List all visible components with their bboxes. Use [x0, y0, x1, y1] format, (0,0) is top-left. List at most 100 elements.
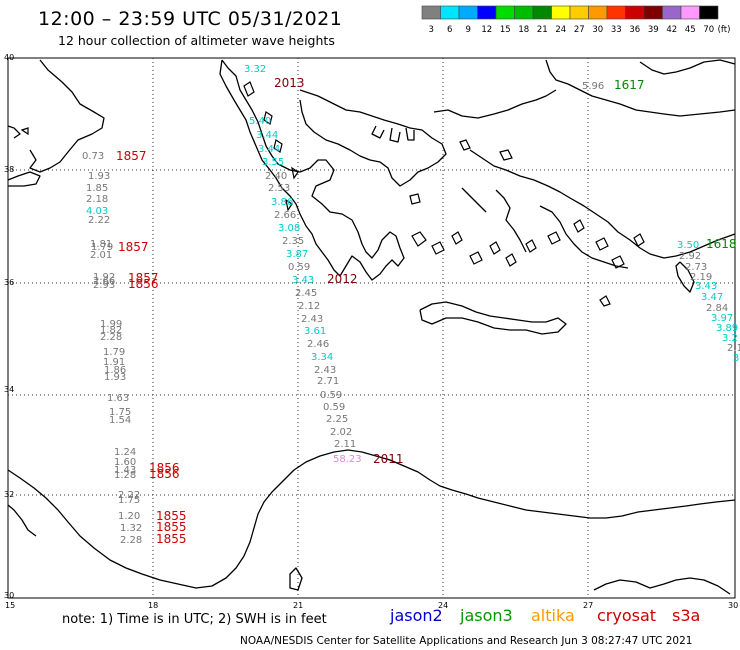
swh-value: 5.40 — [249, 116, 271, 127]
swh-value: 2.1 — [727, 343, 740, 354]
lat-label: 38 — [4, 165, 14, 174]
swh-value: 3.97 — [711, 313, 733, 324]
swh-value: 3.86 — [271, 197, 293, 208]
scale-swatch — [588, 5, 608, 20]
lon-label: 18 — [148, 601, 158, 610]
swh-value: 2.18 — [86, 194, 108, 205]
swh-value: 1.75 — [118, 495, 140, 506]
scale-label: (ft) — [718, 25, 731, 35]
swh-value: 1.32 — [120, 523, 142, 534]
swh-value: 3.44 — [256, 130, 278, 141]
swh-value: 4.03 — [86, 206, 108, 217]
scale-swatch — [440, 5, 460, 20]
swh-value: 1.93 — [88, 171, 110, 182]
scale-swatch — [625, 5, 645, 20]
lon-label: 15 — [5, 601, 15, 610]
footer-credit: NOAA/NESDIS Center for Satellite Applica… — [240, 635, 693, 647]
pass-time: 1617 — [614, 78, 645, 92]
pass-time: 2011 — [373, 452, 404, 466]
satellite-label-cryosat: cryosat — [597, 606, 657, 625]
swh-value: 3.43 — [695, 281, 717, 292]
scale-swatch — [551, 5, 571, 20]
pass-time: 1857 — [118, 240, 149, 254]
lon-label: 27 — [583, 601, 593, 610]
swh-value: 3.43 — [292, 275, 314, 286]
swh-value: 2.19 — [690, 272, 712, 283]
pass-time: 1855 — [156, 532, 187, 546]
pass-time: 1618 — [706, 237, 737, 251]
swh-value: 1.85 — [86, 183, 108, 194]
pass-time: 1856 — [149, 467, 180, 481]
scale-label: 9 — [466, 25, 471, 35]
lon-label: 24 — [438, 601, 448, 610]
swh-value: 3.32 — [244, 64, 266, 75]
swh-value: 2.53 — [268, 183, 290, 194]
swh-value: 1.93 — [104, 372, 126, 383]
swh-value: 2.73 — [685, 262, 707, 273]
lat-label: 34 — [4, 385, 14, 394]
swh-value: 3.34 — [311, 352, 333, 363]
swh-value: 1.92 — [93, 272, 115, 283]
pass-time: 1856 — [128, 277, 159, 291]
swh-value: 1.28 — [114, 470, 136, 481]
lat-label: 30 — [4, 591, 14, 600]
swh-value: 2.35 — [282, 236, 304, 247]
swh-value: 3.44 — [258, 144, 280, 155]
swh-value: 2.12 — [298, 301, 320, 312]
swh-value: 3.87 — [286, 249, 308, 260]
scale-swatch — [458, 5, 478, 20]
scale-label: 42 — [666, 25, 677, 35]
swh-value: 3.47 — [701, 292, 723, 303]
pass-time: 2012 — [327, 272, 358, 286]
swh-value: 3.08 — [278, 223, 300, 234]
swh-value: 2.45 — [295, 288, 317, 299]
swh-value: 2.84 — [706, 303, 728, 314]
swh-value: 3.2 — [722, 333, 738, 344]
swh-value: 1.20 — [118, 511, 140, 522]
scale-label: 18 — [518, 25, 529, 35]
swh-value: 2.11 — [334, 439, 356, 450]
swh-value: 1.24 — [114, 447, 136, 458]
satellite-label-s3a: s3a — [672, 606, 701, 625]
scale-label: 21 — [537, 25, 548, 35]
scale-swatch — [421, 5, 441, 20]
map-subtitle: 12 hour collection of altimeter wave hei… — [58, 33, 335, 48]
swh-value: 1.75 — [109, 407, 131, 418]
axis-labels: 40 38 36 34 32 30 15 18 21 24 27 30 — [4, 53, 738, 610]
pass-time: 1857 — [116, 149, 147, 163]
swh-value: 2.02 — [330, 427, 352, 438]
scale-label: 30 — [592, 25, 603, 35]
swh-value: 2.28 — [120, 535, 142, 546]
observations: 0.73 1857 1.93 1.85 2.18 4.03 2.22 1.81 … — [82, 64, 740, 546]
scale-swatch — [643, 5, 663, 20]
swh-value: 1.43 — [114, 465, 136, 476]
scale-swatch — [569, 5, 589, 20]
swh-value: 1.86 — [104, 365, 126, 376]
swh-value: 1.79 — [91, 242, 113, 253]
swh-value: 1.91 — [103, 357, 125, 368]
lon-label: 21 — [293, 601, 303, 610]
swh-value: 2.93 — [93, 280, 115, 291]
swh-value: 0.59 — [323, 402, 345, 413]
swh-value: 1.82 — [100, 325, 122, 336]
coastlines — [7, 59, 736, 595]
swh-value: 1.99 — [100, 319, 122, 330]
scale-label: 36 — [629, 25, 640, 35]
scale-swatch — [477, 5, 497, 20]
swh-value: 1.54 — [109, 415, 131, 426]
scale-label: 3 — [429, 25, 434, 35]
swh-value: 1.81 — [90, 239, 112, 250]
scale-label: 45 — [685, 25, 696, 35]
swh-value: 3 — [733, 353, 739, 364]
scale-label: 39 — [648, 25, 659, 35]
swh-value: 2.66 — [93, 276, 115, 287]
swh-value: 5.96 — [582, 81, 604, 92]
swh-value: 2.01 — [90, 250, 112, 261]
swh-value: 2.71 — [317, 376, 339, 387]
satellite-label-jason3: jason3 — [460, 606, 513, 625]
scale-swatch — [514, 5, 534, 20]
swh-value: 2.28 — [100, 332, 122, 343]
scale-label: 70 — [703, 25, 714, 35]
scale-swatch — [495, 5, 515, 20]
